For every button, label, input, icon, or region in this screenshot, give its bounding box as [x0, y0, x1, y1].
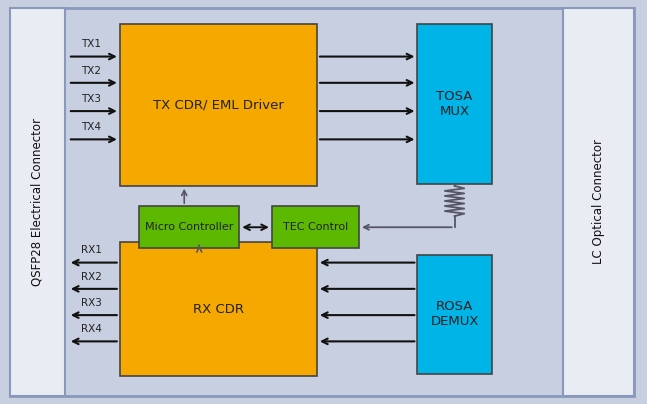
Text: RX4: RX4	[81, 324, 102, 334]
Text: RX3: RX3	[81, 298, 102, 308]
Text: RX2: RX2	[81, 271, 102, 282]
Text: RX1: RX1	[81, 245, 102, 255]
Text: TX1: TX1	[81, 39, 101, 49]
Bar	[417, 255, 492, 374]
Bar	[272, 206, 359, 248]
Bar	[120, 24, 317, 186]
Bar	[417, 24, 492, 184]
Bar	[563, 8, 634, 396]
Text: TOSA
MUX: TOSA MUX	[436, 90, 473, 118]
Text: QSFP28 Electrical Connector: QSFP28 Electrical Connector	[30, 118, 44, 286]
Bar	[10, 8, 65, 396]
Text: TX2: TX2	[81, 65, 101, 76]
Text: Micro Controller: Micro Controller	[145, 222, 234, 232]
Text: RX CDR: RX CDR	[193, 303, 244, 316]
Text: TX3: TX3	[81, 94, 101, 104]
Text: TEC Control: TEC Control	[283, 222, 348, 232]
Bar	[120, 242, 317, 376]
Text: TX CDR/ EML Driver: TX CDR/ EML Driver	[153, 99, 284, 112]
Bar	[139, 206, 239, 248]
Text: ROSA
DEMUX: ROSA DEMUX	[430, 300, 479, 328]
Text: LC Optical Connector: LC Optical Connector	[592, 139, 605, 265]
Text: TX4: TX4	[81, 122, 101, 132]
